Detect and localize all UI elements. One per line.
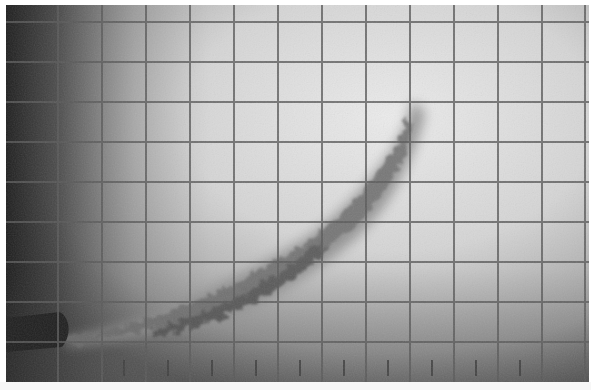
- film-grain: [6, 5, 589, 382]
